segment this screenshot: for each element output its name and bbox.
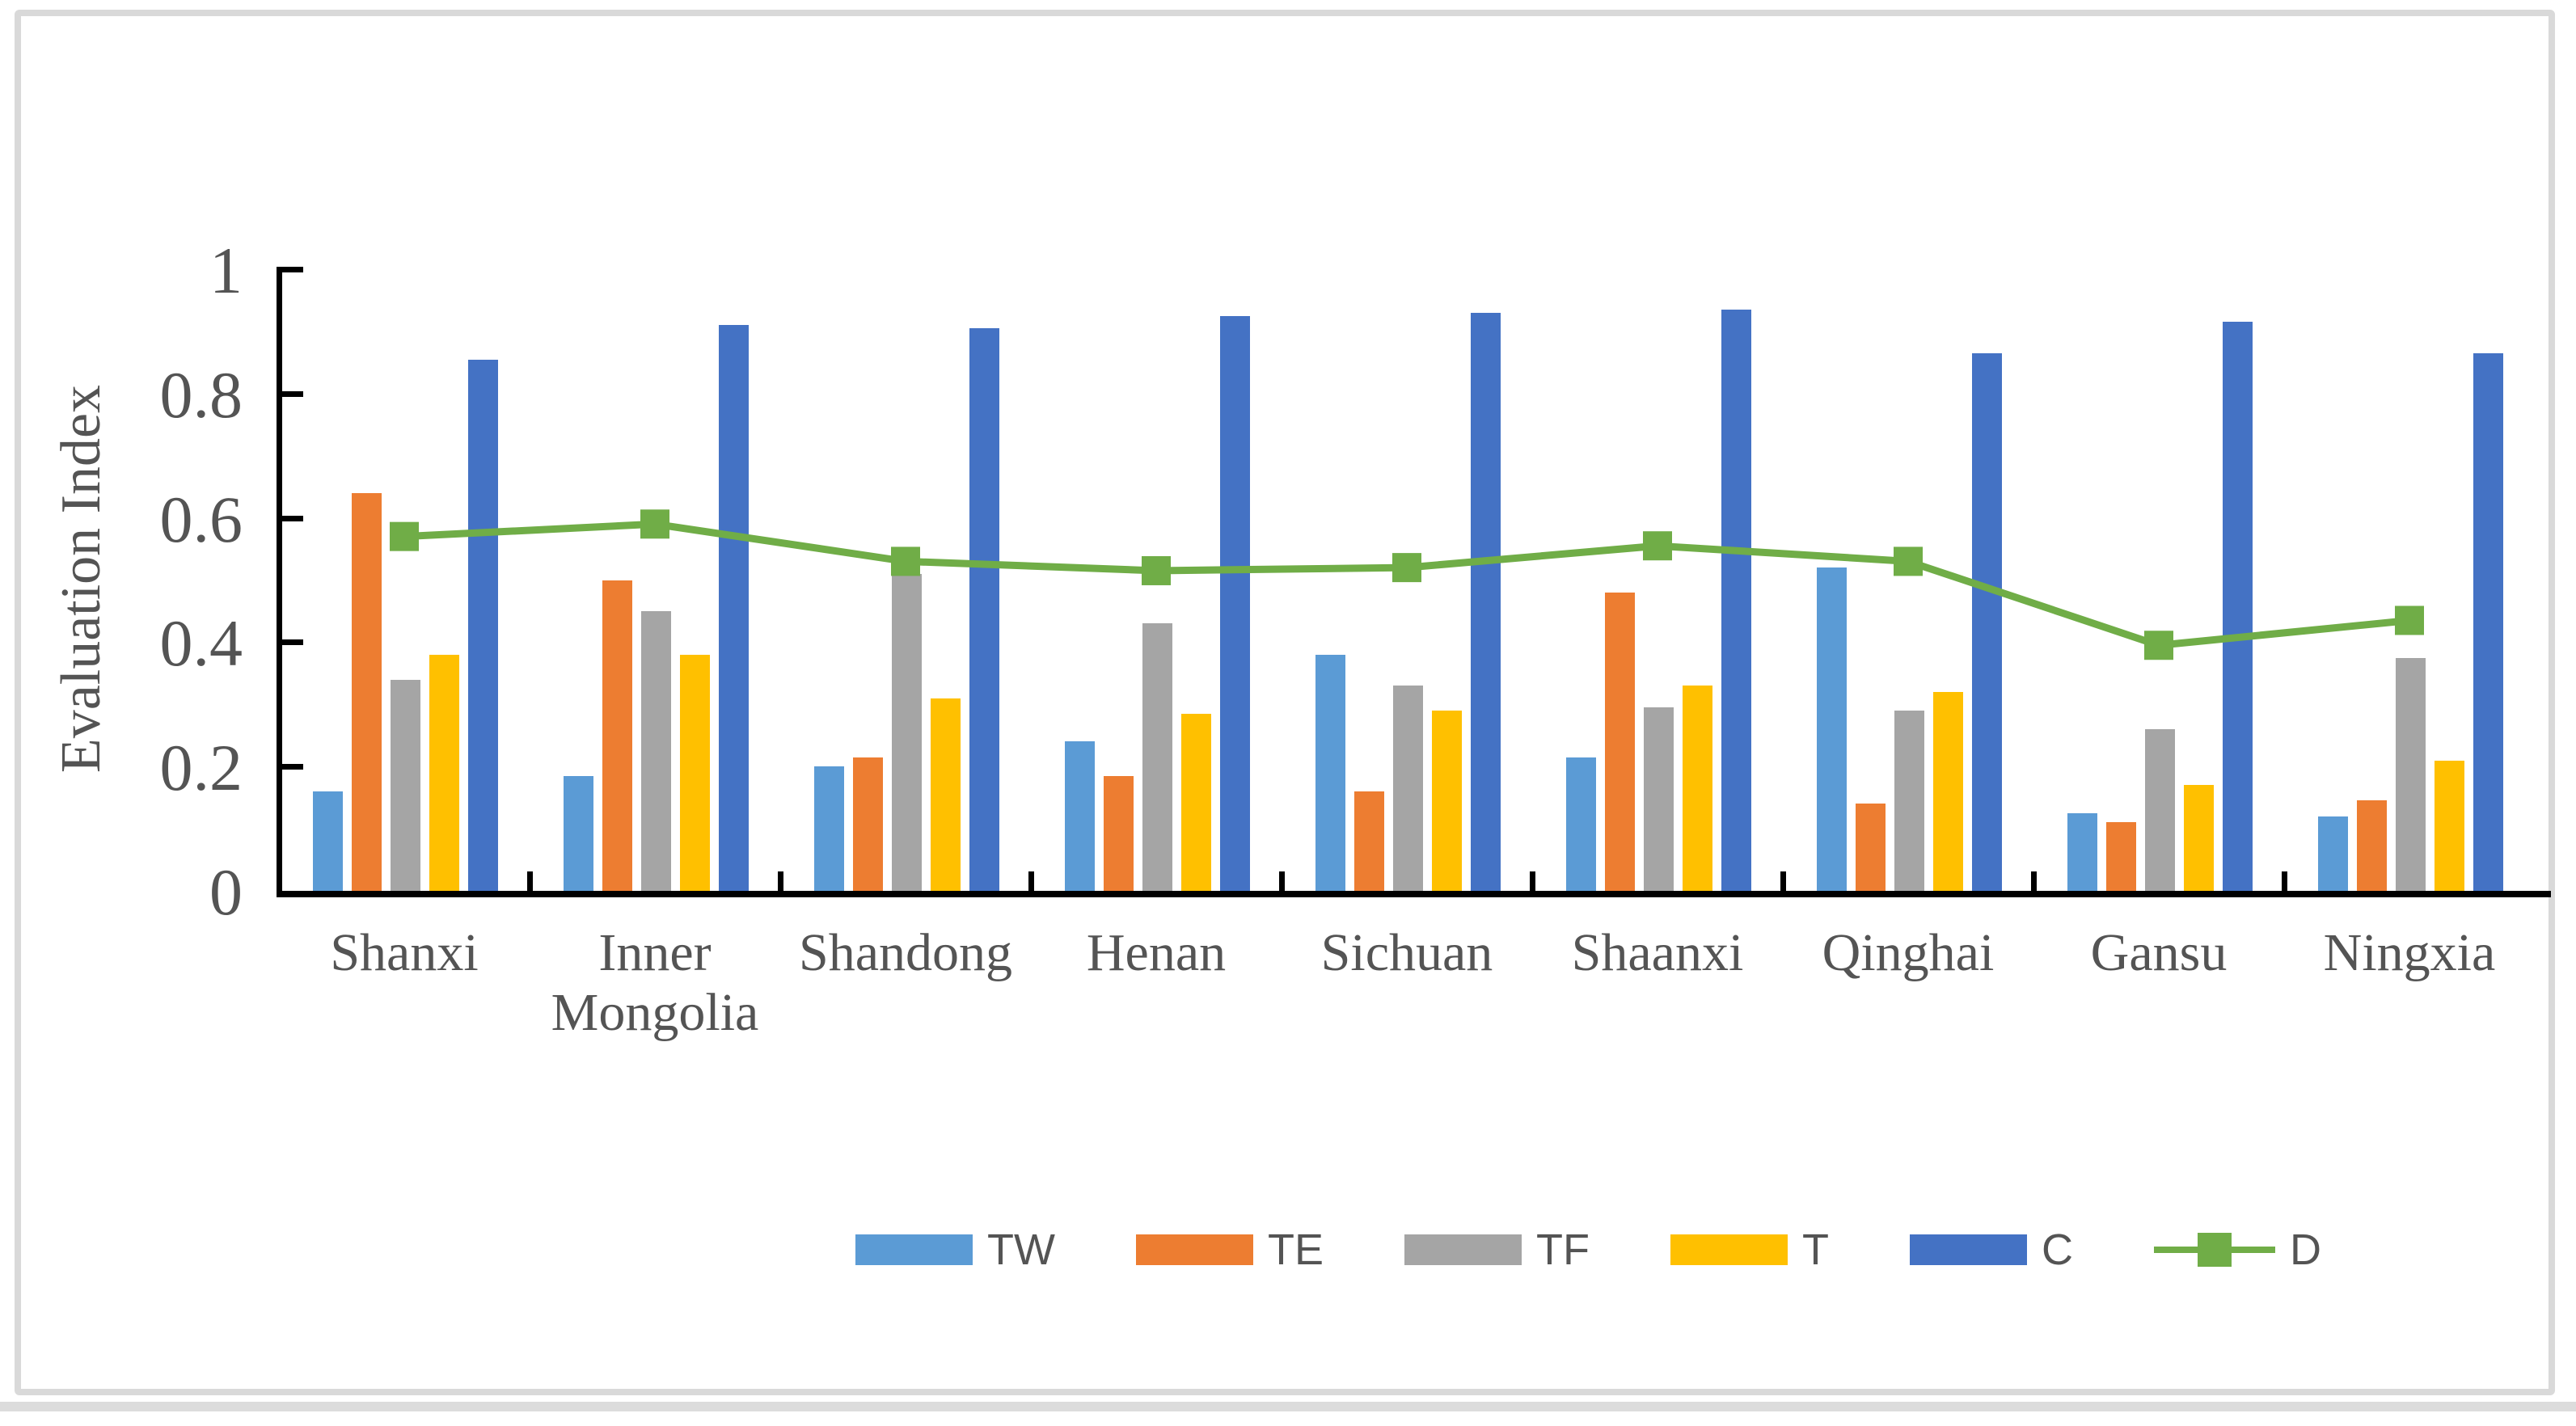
legend-item-d: D: [2153, 1225, 2321, 1275]
bar-tw-shanxi: [313, 791, 343, 891]
bar-tw-gansu: [2067, 812, 2097, 891]
y-axis-tick: [282, 390, 303, 397]
y-axis-tick: [282, 267, 303, 272]
bar-tw-qinghai: [1817, 567, 1847, 891]
bar-c-henan: [1220, 315, 1250, 891]
y-axis-tick: [282, 639, 303, 646]
x-axis-line: [277, 891, 2551, 897]
y-axis-tick: [282, 764, 303, 770]
y-axis-tick: [282, 515, 303, 521]
legend-label-te: TE: [1267, 1226, 1324, 1274]
y-axis-title-text: Evaluation Index: [50, 384, 112, 774]
bar-te-henan: [1104, 775, 1134, 891]
bar-t-shandong: [931, 698, 961, 891]
legend: TW TE TF T C D: [855, 1222, 2321, 1277]
y-tick-label: 0.2: [159, 731, 243, 805]
legend-item-c: C: [1909, 1225, 2073, 1275]
x-axis-tick: [2031, 871, 2037, 891]
x-category-label-shandong: Shandong: [799, 923, 1012, 982]
bar-tf-ningxia: [2396, 657, 2426, 891]
bar-t-sichuan: [1432, 710, 1462, 891]
legend-label-tf: TF: [1535, 1226, 1590, 1274]
bar-c-qinghai: [1972, 352, 2002, 891]
y-tick-label: 1: [209, 234, 243, 307]
bar-t-shaanxi: [1683, 686, 1712, 891]
x-axis-tick: [778, 871, 783, 891]
bar-tf-qinghai: [1894, 710, 1924, 891]
bar-tw-ningxia: [2318, 816, 2348, 891]
bar-c-ningxia: [2473, 352, 2503, 891]
y-tick-label: 0.4: [159, 606, 243, 681]
bar-tw-shandong: [814, 766, 844, 891]
bar-tf-gansu: [2145, 729, 2175, 891]
bar-c-sichuan: [1471, 312, 1501, 891]
legend-label-t: T: [1801, 1226, 1829, 1274]
frame-bottom-edge: [0, 1402, 2576, 1411]
legend-item-tw: TW: [855, 1225, 1055, 1275]
x-category-label-henan: Henan: [1086, 923, 1227, 982]
x-category-label-qinghai: Qinghai: [1822, 923, 1995, 982]
x-category-label-ningxia: Ningxia: [2323, 923, 2496, 982]
bar-te-shaanxi: [1605, 592, 1635, 891]
legend-swatch-c: [1909, 1234, 2027, 1265]
legend-swatch-t: [1670, 1234, 1788, 1265]
legend-line-marker: [2197, 1233, 2232, 1267]
y-axis-line: [277, 267, 282, 897]
legend-label-c: C: [2041, 1226, 2073, 1274]
legend-item-te: TE: [1135, 1225, 1324, 1275]
legend-item-tf: TF: [1404, 1225, 1590, 1275]
y-tick-label: 0: [209, 855, 243, 929]
bar-tf-shaanxi: [1644, 707, 1674, 891]
bar-tf-shanxi: [391, 679, 420, 891]
x-axis-tick: [1028, 871, 1034, 891]
bar-c-shandong: [969, 328, 999, 891]
x-axis-tick: [1279, 871, 1285, 891]
legend-item-t: T: [1670, 1225, 1829, 1275]
bar-c-shanxi: [468, 359, 498, 891]
bar-c-shaanxi: [1721, 309, 1751, 891]
x-category-label-sichuan: Sichuan: [1320, 923, 1493, 982]
bar-t-shanxi: [429, 654, 459, 891]
bar-te-sichuan: [1354, 791, 1384, 891]
bar-tf-henan: [1142, 623, 1172, 891]
legend-label-tw: TW: [987, 1226, 1055, 1274]
bar-tf-sichuan: [1393, 686, 1423, 891]
bar-t-inner-mongolia: [680, 654, 710, 891]
bar-t-gansu: [2184, 785, 2214, 891]
bar-t-henan: [1181, 713, 1211, 891]
bar-c-inner-mongolia: [719, 325, 749, 891]
x-category-label-inner-mongolia: Inner Mongolia: [551, 923, 759, 1042]
x-category-label-gansu: Gansu: [2090, 923, 2228, 982]
bar-c-gansu: [2223, 322, 2253, 891]
x-category-label-shaanxi: Shaanxi: [1571, 923, 1744, 982]
bar-te-gansu: [2106, 822, 2136, 891]
bar-t-qinghai: [1933, 691, 1963, 891]
bar-t-ningxia: [2435, 760, 2464, 891]
bar-tf-inner-mongolia: [641, 610, 671, 891]
y-tick-label: 0.6: [159, 482, 243, 556]
bar-te-shandong: [853, 757, 883, 891]
legend-label-d: D: [2289, 1226, 2321, 1274]
x-axis-tick: [527, 871, 533, 891]
bar-tw-shaanxi: [1566, 757, 1596, 891]
bar-tw-inner-mongolia: [564, 775, 593, 891]
legend-swatch-tw: [855, 1234, 973, 1265]
bar-tw-sichuan: [1315, 654, 1345, 891]
bar-te-qinghai: [1856, 804, 1886, 891]
x-category-label-shanxi: Shanxi: [330, 923, 479, 982]
bar-te-shanxi: [352, 492, 382, 891]
y-tick-label: 0.8: [159, 357, 243, 432]
bar-te-inner-mongolia: [602, 580, 632, 891]
legend-swatch-tf: [1404, 1234, 1522, 1265]
x-axis-tick: [1780, 871, 1786, 891]
x-axis-tick: [2282, 871, 2287, 891]
legend-swatch-te: [1135, 1234, 1253, 1265]
bar-tf-shandong: [892, 573, 922, 891]
legend-line-sample-d: [2153, 1233, 2275, 1267]
bar-tw-henan: [1065, 741, 1095, 891]
bar-te-ningxia: [2357, 800, 2387, 891]
x-axis-tick: [1530, 871, 1535, 891]
